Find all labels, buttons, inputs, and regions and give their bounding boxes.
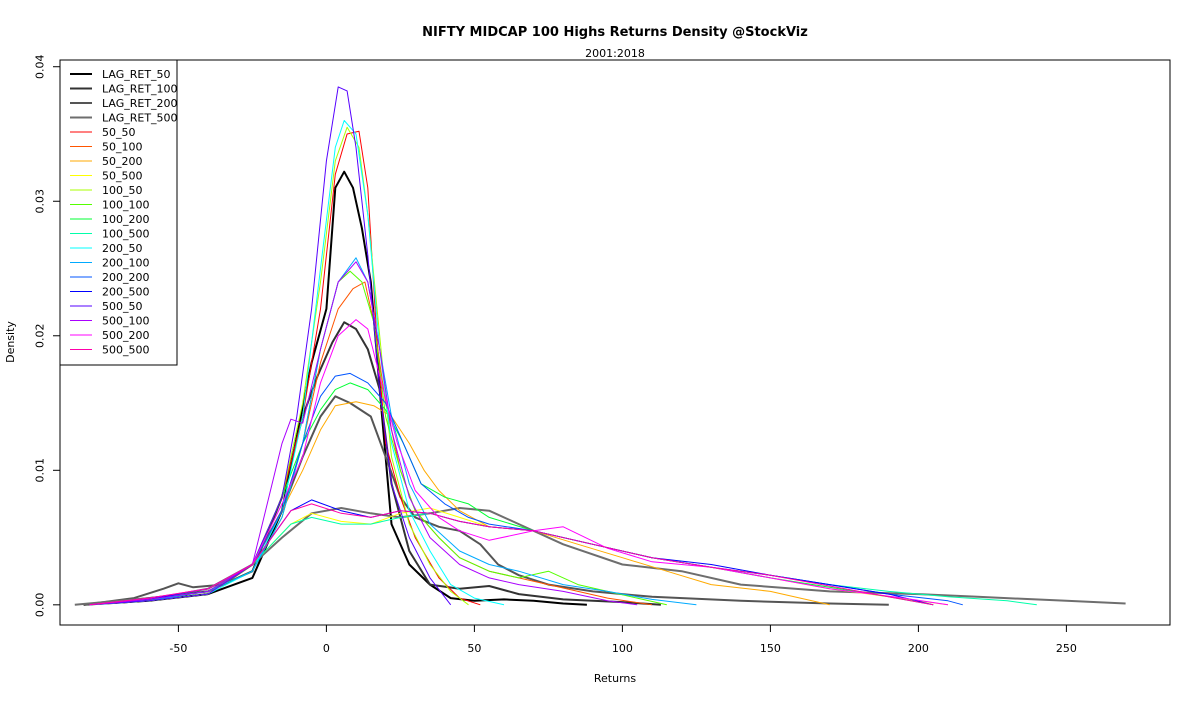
legend-label: 100_50 <box>102 184 143 197</box>
series-line-50_200 <box>89 401 830 606</box>
series-line-500_500 <box>89 503 934 606</box>
chart-subtitle: 2001:2018 <box>585 47 645 60</box>
legend-label: 100_500 <box>102 228 150 241</box>
legend-label: 500_50 <box>102 300 143 313</box>
legend-label: 50_50 <box>102 126 136 139</box>
legend-label: LAG_RET_500 <box>102 112 178 125</box>
x-axis-label: Returns <box>594 672 637 685</box>
legend-label: 500_500 <box>102 344 150 357</box>
legend-label: 200_100 <box>102 257 150 270</box>
legend-label: LAG_RET_200 <box>102 97 178 110</box>
y-tick-label: 0.01 <box>34 458 47 483</box>
legend-label: 100_200 <box>102 213 150 226</box>
legend-label: 500_100 <box>102 315 150 328</box>
x-tick-label: 50 <box>467 642 481 655</box>
legend-label: LAG_RET_100 <box>102 83 178 96</box>
series-line-500_100 <box>89 261 638 606</box>
y-tick-label: 0.00 <box>34 593 47 618</box>
y-tick-label: 0.02 <box>34 324 47 349</box>
legend-label: 100_100 <box>102 199 150 212</box>
legend-label: 500_200 <box>102 329 150 342</box>
plot-frame <box>59 59 1171 626</box>
legend-label: 50_500 <box>102 170 143 183</box>
x-tick-label: 0 <box>323 642 330 655</box>
legend-label: 200_50 <box>102 242 143 255</box>
legend-label: 200_200 <box>102 271 150 284</box>
legend-box <box>59 59 178 366</box>
series-line-500_50 <box>89 86 452 606</box>
x-tick-label: 100 <box>612 642 633 655</box>
y-axis: 0.00 0.01 0.02 0.03 0.04 <box>34 54 61 617</box>
legend-label: LAG_RET_50 <box>102 68 171 81</box>
y-tick-label: 0.04 <box>34 54 47 79</box>
x-tick-label: 150 <box>760 642 781 655</box>
y-axis-label: Density <box>4 321 17 363</box>
x-axis: -50 0 50 100 150 200 250 <box>169 624 1077 655</box>
legend-label: 200_500 <box>102 286 150 299</box>
x-tick-label: -50 <box>169 642 187 655</box>
series-line-200_200 <box>89 372 963 606</box>
legend-label: 50_100 <box>102 141 143 154</box>
x-tick-label: 250 <box>1056 642 1077 655</box>
series-line-500_200 <box>89 319 949 606</box>
chart-title: NIFTY MIDCAP 100 Highs Returns Density @… <box>422 25 808 40</box>
y-tick-label: 0.03 <box>34 189 47 214</box>
legend-label: 50_200 <box>102 155 143 168</box>
x-tick-label: 200 <box>908 642 929 655</box>
series-lines <box>74 86 1126 606</box>
series-line-LAG_RET_200 <box>83 395 889 606</box>
